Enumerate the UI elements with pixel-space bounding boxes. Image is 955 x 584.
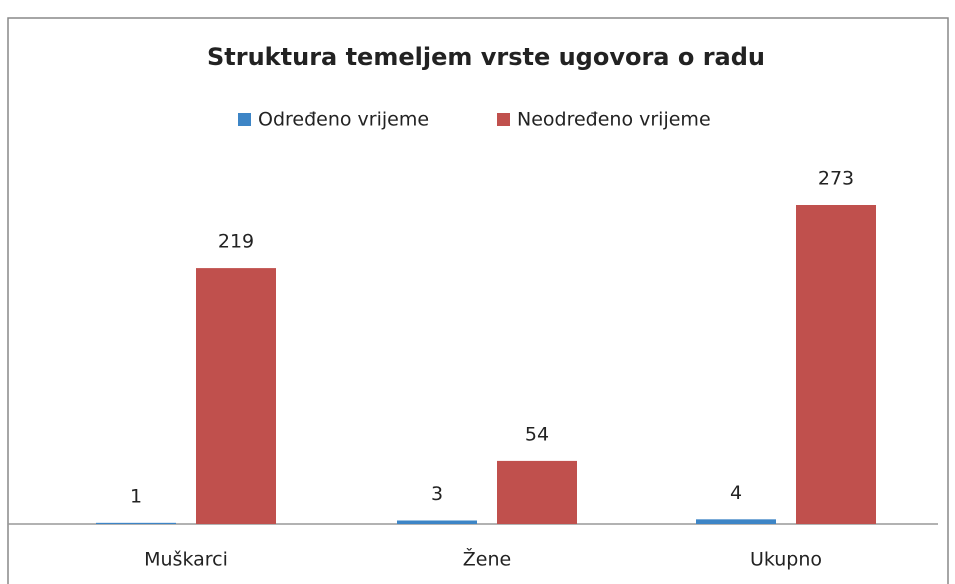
legend-swatch [238, 113, 251, 126]
chart-title: Struktura temeljem vrste ugovora o radu [207, 43, 765, 71]
x-tick-label: Muškarci [144, 549, 228, 571]
data-label: 4 [730, 482, 742, 504]
bar [96, 522, 176, 524]
data-label: 54 [525, 423, 549, 445]
data-label: 273 [818, 168, 854, 190]
legend-label: Neodređeno vrijeme [517, 109, 711, 131]
legend-swatch [497, 113, 510, 126]
data-label: 1 [130, 485, 142, 507]
data-label: 3 [431, 483, 443, 505]
x-tick-label: Žene [463, 548, 511, 571]
legend-label: Određeno vrijeme [258, 109, 429, 131]
bar [196, 268, 276, 524]
chart-frame [7, 17, 949, 584]
bar [497, 460, 577, 524]
x-tick-label: Ukupno [750, 549, 822, 571]
data-label: 219 [218, 231, 254, 253]
bar [397, 520, 477, 524]
bar [696, 519, 776, 524]
bar [796, 205, 876, 524]
